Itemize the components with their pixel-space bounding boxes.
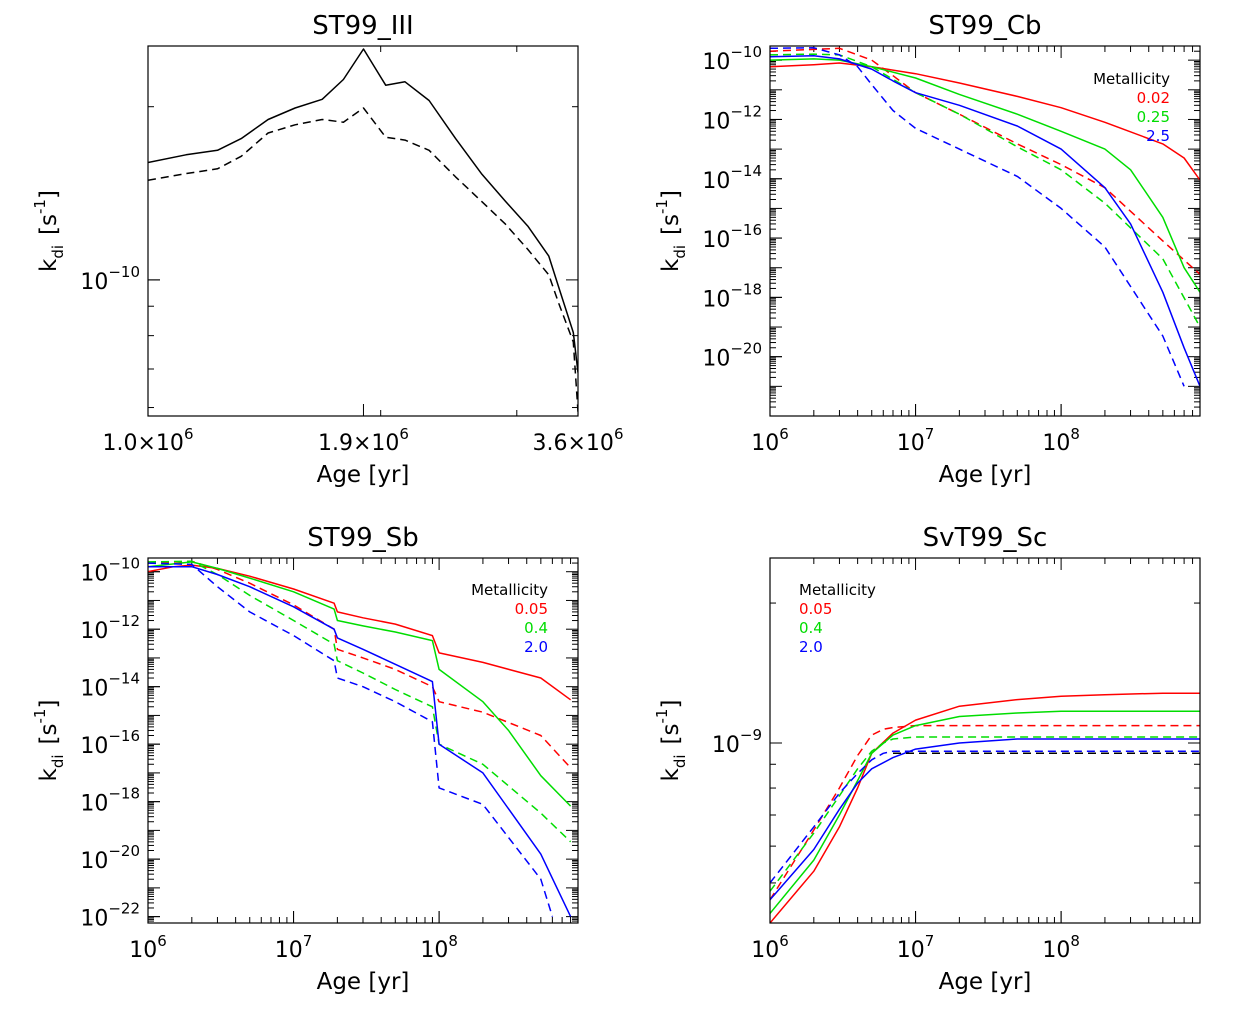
- legend-entry: 0.05: [515, 600, 548, 618]
- series-line: [770, 710, 1200, 914]
- chart-panel: SvT99_Sc 106 107 108 10−9 Age [yr] kdi[s-1] Met…: [653, 523, 1201, 995]
- plot-frame: [147, 557, 579, 924]
- chart-panel: ST99_Sb 106 107 108 10−10 10−12 10−14 10−16 10−1…: [31, 523, 579, 995]
- series-group: [770, 692, 1200, 923]
- series-line: [770, 750, 1200, 884]
- legend-entry: 2.5: [1146, 127, 1170, 145]
- series-line: [770, 53, 1200, 328]
- chart-title: SvT99_Sc: [923, 523, 1048, 553]
- y-tick-label: 10−9: [712, 726, 762, 758]
- legend-entry: 2.0: [524, 638, 548, 656]
- x-tick-label: 106: [751, 425, 789, 456]
- y-tick-label: 10−16: [702, 221, 762, 253]
- chart-panel: ST99_Cb 106 107 108 10−10 10−12 10−14 10−16 10−1…: [653, 11, 1201, 488]
- y-tick-label: 10−14: [702, 162, 762, 194]
- x-tick-label: 3.6×106: [533, 425, 624, 456]
- legend-title: Metallicity: [1093, 70, 1170, 88]
- minor-ticks: [147, 46, 578, 416]
- legend-title: Metallicity: [799, 581, 876, 599]
- x-tick-label: 1.0×106: [103, 425, 194, 456]
- series-line: [770, 736, 1200, 892]
- y-tick-label: 10−10: [80, 555, 140, 587]
- series-line: [148, 561, 572, 807]
- series-line: [148, 560, 572, 769]
- minor-ticks: [147, 557, 579, 924]
- y-tick-label: 10−12: [702, 102, 762, 134]
- series-line: [148, 48, 578, 373]
- y-tick-label: 10−20: [80, 842, 140, 874]
- series-line: [148, 107, 578, 412]
- series-line: [770, 692, 1200, 923]
- legend-entry: 0.4: [799, 619, 823, 637]
- series-line: [770, 724, 1200, 901]
- series-line: [770, 55, 1200, 387]
- y-axis-label: kdi[s-1]: [31, 190, 67, 272]
- y-tick-label: 10−22: [80, 900, 140, 932]
- y-tick-label: 10−10: [702, 43, 762, 75]
- y-tick-label: 10−10: [80, 263, 140, 295]
- series-line: [148, 560, 572, 843]
- y-tick-label: 10−16: [80, 727, 140, 759]
- x-tick-label: 106: [129, 932, 167, 963]
- series-line: [770, 62, 1200, 181]
- chart-title: ST99_Cb: [928, 11, 1041, 41]
- legend-entry: 2.0: [799, 638, 823, 656]
- series-line: [148, 565, 572, 917]
- chart-title: ST99_III: [312, 11, 413, 41]
- x-tick-label: 108: [420, 932, 458, 963]
- series-line: [148, 562, 554, 917]
- series-group: [148, 560, 572, 917]
- y-tick-label: 10−14: [80, 670, 140, 702]
- x-axis-label: Age [yr]: [317, 969, 410, 995]
- x-tick-label: 107: [275, 932, 313, 963]
- x-axis-label: Age [yr]: [317, 462, 410, 488]
- plot-frame: [147, 45, 579, 417]
- series-line: [770, 47, 1200, 275]
- chart-panel: ST99_III 1.0×106 1.9×106 3.6×106 10−10 Age [y…: [31, 11, 623, 488]
- legend-entry: 0.25: [1137, 108, 1170, 126]
- legend-entry: 0.05: [799, 600, 832, 618]
- x-axis-label: Age [yr]: [939, 462, 1032, 488]
- legend-entry: 0.02: [1137, 89, 1170, 107]
- chart-title: ST99_Sb: [307, 523, 418, 553]
- legend-entry: 0.4: [524, 619, 548, 637]
- series-group: [770, 47, 1200, 387]
- y-tick-label: 10−12: [80, 612, 140, 644]
- y-axis-label: kdi[s-1]: [653, 190, 689, 272]
- plot-frame: [769, 45, 1201, 417]
- minor-ticks: [769, 45, 1201, 417]
- y-tick-label: 10−18: [702, 280, 762, 312]
- y-axis-label: kdi[s-1]: [653, 700, 689, 782]
- x-tick-label: 108: [1042, 425, 1080, 456]
- x-tick-label: 1.9×106: [318, 425, 409, 456]
- y-tick-label: 10−20: [702, 340, 762, 372]
- y-tick-label: 10−18: [80, 785, 140, 817]
- y-axis-label: kdi[s-1]: [31, 700, 67, 782]
- plot-frame: [769, 557, 1201, 924]
- series-line: [770, 738, 1200, 901]
- series-line: [770, 58, 1200, 293]
- x-tick-label: 106: [751, 932, 789, 963]
- series-group: [148, 48, 578, 412]
- x-tick-label: 108: [1042, 932, 1080, 963]
- x-tick-label: 107: [897, 932, 935, 963]
- x-tick-label: 107: [897, 425, 935, 456]
- legend-title: Metallicity: [471, 581, 548, 599]
- series-line: [770, 47, 1185, 387]
- x-axis-label: Age [yr]: [939, 969, 1032, 995]
